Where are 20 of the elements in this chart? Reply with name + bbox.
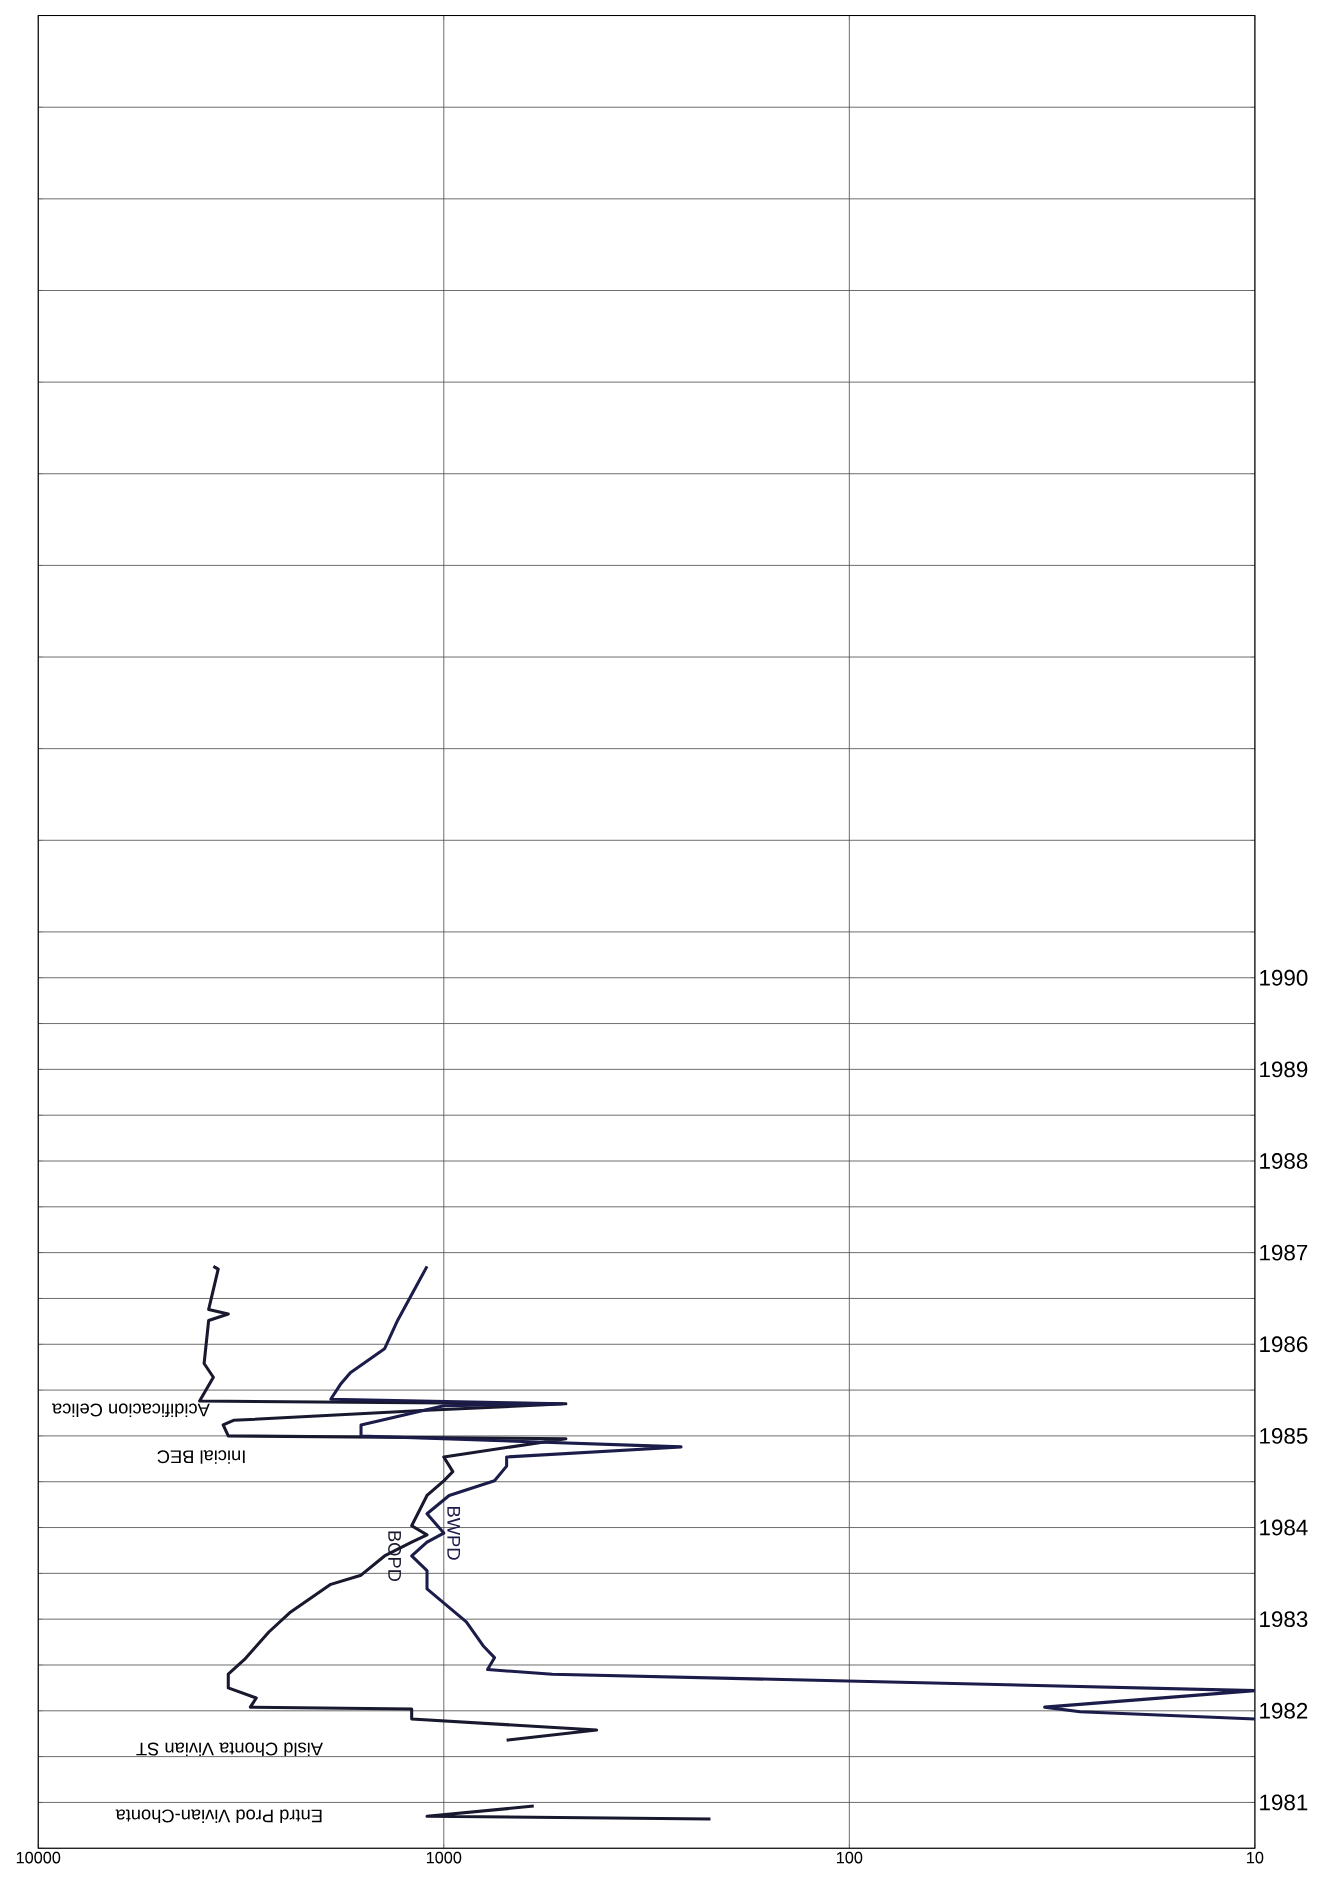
annotation: Entrd Prod Vivian-Chonta <box>115 1809 322 1823</box>
y-tick-label: 1982 <box>1260 1702 1308 1719</box>
y-tick-label: 1988 <box>1260 1153 1308 1169</box>
y-tick-label: 1981 <box>1260 1794 1308 1811</box>
y-tick-label: 1990 <box>1260 969 1308 986</box>
x-tick-label: 100 <box>837 1851 863 1864</box>
y-tick-label: 1984 <box>1260 1519 1308 1536</box>
y-tick-label: 1987 <box>1260 1244 1308 1261</box>
x-tick-label: 10000 <box>16 1851 61 1864</box>
annotation: Inicial BEC <box>157 1450 245 1464</box>
x-tick-label: 10 <box>1247 1851 1264 1864</box>
annotation: Aisld Chonta Vivian ST <box>136 1742 323 1757</box>
y-tick-label: 1986 <box>1260 1336 1308 1353</box>
y-tick-label: 1989 <box>1260 1061 1308 1078</box>
text: BOPD <box>388 1531 402 1582</box>
x-tick-label: 1000 <box>426 1851 462 1864</box>
y-tick-label: 1985 <box>1260 1427 1308 1444</box>
annotation: Acidificacion Celica <box>52 1403 210 1417</box>
text: BWPD <box>447 1507 461 1560</box>
y-tick-label: 1983 <box>1260 1611 1308 1628</box>
